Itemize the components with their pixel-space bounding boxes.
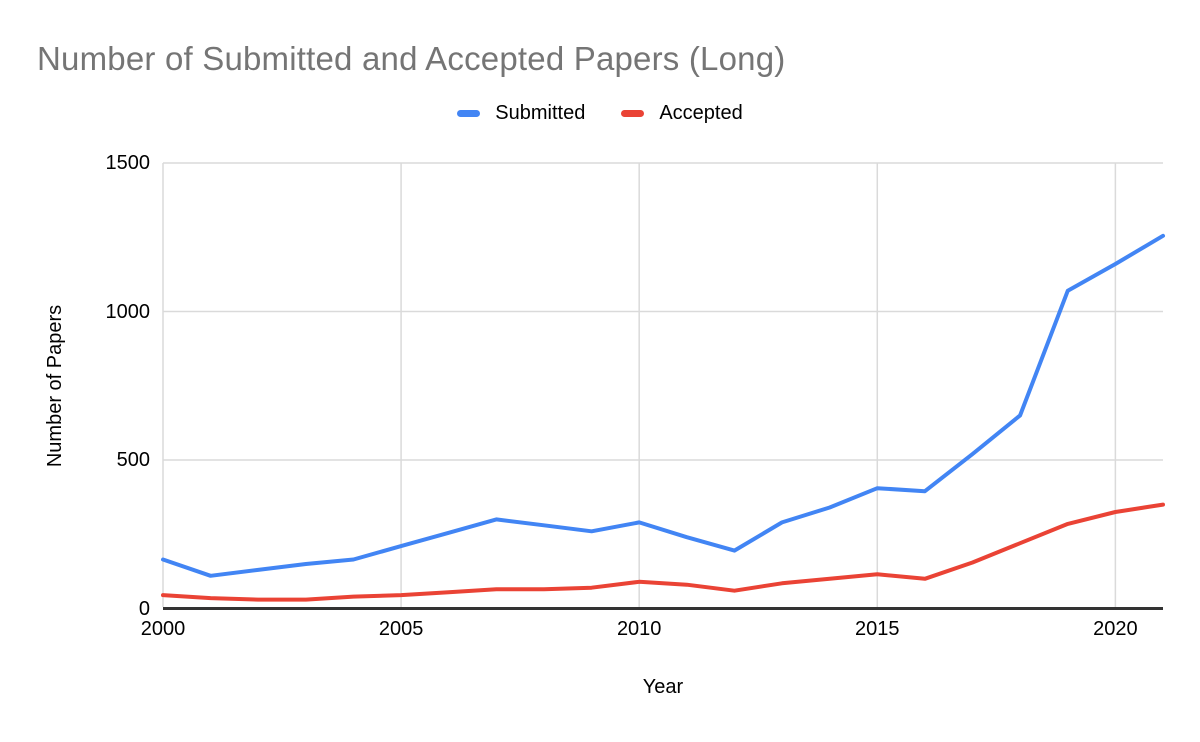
y-axis-title: Number of Papers: [44, 304, 66, 468]
x-axis-line: [163, 607, 1163, 610]
legend-item-submitted: Submitted: [457, 101, 585, 125]
legend-swatch-accepted: [621, 109, 645, 117]
series-line-accepted: [161, 502, 1165, 602]
y-tick-label: 1500: [105, 152, 151, 174]
x-tick-label: 2005: [378, 618, 424, 640]
x-tick-label: 2020: [1093, 618, 1138, 640]
legend: Submitted Accepted: [0, 101, 1200, 125]
legend-label: Accepted: [659, 102, 743, 124]
legend-label: Submitted: [495, 102, 586, 124]
chart-title: Number of Submitted and Accepted Papers …: [37, 40, 786, 77]
y-tick-label: 500: [116, 449, 150, 471]
x-tick-label: 2000: [140, 618, 186, 640]
y-tick-label: 1000: [105, 300, 151, 323]
x-tick-label: 2015: [855, 618, 900, 640]
legend-swatch-submitted: [457, 109, 481, 117]
x-tick-label: 2010: [616, 618, 662, 640]
legend-item-accepted: Accepted: [621, 101, 743, 125]
x-axis-title: Year: [642, 676, 684, 698]
series-line-submitted: [161, 233, 1165, 578]
y-tick-label: 0: [138, 597, 150, 620]
